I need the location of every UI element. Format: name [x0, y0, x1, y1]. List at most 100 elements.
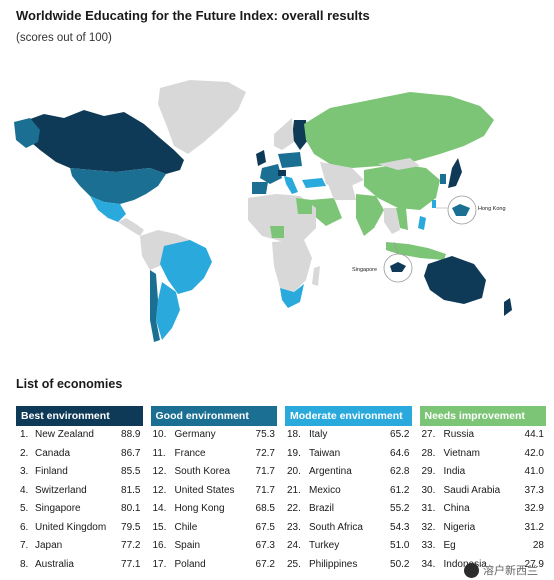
country-cell: Argentina — [309, 466, 352, 477]
map-mexico — [90, 196, 126, 222]
column-body: 18. Italy 65.2 19. Taiwan 64.6 20. Argentina 62.… — [285, 426, 412, 574]
score-cell: 31.2 — [524, 521, 544, 533]
table-row: 34. Indonesia 27.9 — [420, 556, 547, 575]
economies-table: Best environment 1. New Zealand 88.9 2. Cana… — [16, 406, 546, 580]
table-row: 12. United States 71.7 — [151, 482, 278, 501]
score-cell: 41.0 — [524, 466, 544, 477]
country-cell: Hong Kong — [174, 503, 225, 514]
table-row: 2. Canada 86.7 — [16, 445, 143, 464]
country-cell: United States — [174, 484, 235, 496]
rank-cell: 21. — [287, 484, 301, 496]
table-row: 10. Germany 75.3 — [151, 426, 278, 445]
rank-cell: 18. — [287, 429, 301, 440]
country-cell: Brazil — [309, 503, 335, 514]
country-cell: Australia — [35, 558, 74, 570]
rank-cell: 1. — [20, 429, 29, 440]
table-row: 11. France 72.7 — [151, 445, 278, 464]
country-cell: Poland — [174, 558, 206, 570]
singapore-label: Singapore — [352, 267, 377, 273]
map-italy — [284, 176, 298, 194]
table-row: 16. Spain 67.3 — [151, 537, 278, 556]
map-vietnam — [396, 208, 408, 230]
map-china — [364, 164, 440, 210]
country-cell: New Zealand — [35, 429, 94, 440]
column-header: Good environment — [150, 406, 277, 426]
rank-cell: 25. — [287, 558, 301, 570]
rank-cell: 33. — [421, 540, 436, 551]
score-cell: 67.5 — [255, 521, 275, 533]
table-row: 31. China 32.9 — [420, 500, 547, 519]
rank-cell: 12. — [152, 484, 167, 496]
table-row: 18. Italy 65.2 — [285, 426, 412, 445]
map-nigeria — [270, 226, 284, 238]
table-row: 30. Saudi Arabia 37.3 — [420, 482, 547, 501]
table-row: 15. Chile 67.5 — [151, 519, 278, 538]
rank-cell: 24. — [287, 540, 301, 551]
rank-cell: 6. — [20, 521, 29, 533]
wechat-icon — [464, 562, 479, 578]
column-header: Best environment — [16, 406, 143, 426]
country-cell: Finland — [35, 466, 68, 477]
column-body: 27. Russia 44.1 28. Vietnam 42.0 29. India 41.0 3… — [420, 426, 547, 574]
country-cell: Saudi Arabia — [443, 484, 501, 496]
country-cell: Switzerland — [35, 484, 87, 496]
hong-kong-callout: Hong Kong — [436, 195, 506, 225]
country-cell: Italy — [309, 429, 328, 440]
table-row: 4. Switzerland 81.5 — [16, 482, 143, 501]
score-cell: 32.9 — [524, 503, 544, 514]
rank-cell: 17. — [152, 558, 167, 570]
map-spain — [252, 182, 268, 194]
map-central-asia — [320, 162, 364, 188]
rank-cell: 27. — [421, 429, 436, 440]
rank-cell: 7. — [20, 540, 29, 551]
score-cell: 42.0 — [524, 447, 544, 459]
table-row: 27. Russia 44.1 — [420, 426, 547, 445]
score-cell: 55.2 — [390, 503, 410, 514]
column-best-environment: Best environment 1. New Zealand 88.9 2. Cana… — [16, 406, 143, 580]
table-row: 32. Nigeria 31.2 — [420, 519, 547, 538]
score-cell: 77.1 — [121, 558, 141, 570]
rank-cell: 12. — [152, 466, 167, 477]
rank-cell: 14. — [152, 503, 167, 514]
rank-cell: 31. — [421, 503, 436, 514]
map-saudi-arabia — [310, 198, 342, 226]
country-cell: Russia — [443, 429, 475, 440]
score-cell: 28 — [532, 540, 544, 551]
rank-cell: 11. — [152, 447, 166, 459]
map-chile — [150, 270, 160, 342]
table-row: 5. Singapore 80.1 — [16, 500, 143, 519]
score-cell: 37.3 — [524, 484, 544, 496]
score-cell: 71.7 — [255, 466, 275, 477]
rank-cell: 4. — [20, 484, 29, 496]
rank-cell: 5. — [20, 503, 29, 514]
score-cell: 54.3 — [390, 521, 410, 533]
country-cell: India — [443, 466, 466, 477]
rank-cell: 3. — [20, 466, 29, 477]
country-cell: United Kingdom — [35, 521, 107, 533]
column-body: 1. New Zealand 88.9 2. Canada 86.7 3. Finland 85… — [16, 426, 143, 574]
column-header: Needs improvement — [419, 406, 546, 426]
country-cell: South Africa — [309, 521, 363, 533]
rank-cell: 29. — [421, 466, 436, 477]
table-row: 21. Mexico 61.2 — [285, 482, 412, 501]
score-cell: 44.1 — [524, 429, 544, 440]
list-title: List of economies — [16, 377, 123, 391]
country-cell: Eg — [443, 540, 456, 551]
rank-cell: 10. — [152, 429, 167, 440]
map-alaska — [14, 118, 40, 148]
country-cell: Japan — [35, 540, 63, 551]
table-row: 8. Australia 77.1 — [16, 556, 143, 575]
map-russia — [304, 92, 494, 168]
map-taiwan — [432, 200, 436, 208]
map-south-africa — [280, 284, 304, 308]
country-cell: Philippines — [309, 558, 358, 570]
score-cell: 80.1 — [121, 503, 141, 514]
table-row: 3. Finland 85.5 — [16, 463, 143, 482]
country-cell: Canada — [35, 447, 71, 459]
score-cell: 77.2 — [121, 540, 141, 551]
table-row: 17. Poland 67.2 — [151, 556, 278, 575]
table-row: 23. South Africa 54.3 — [285, 519, 412, 538]
table-row: 6. United Kingdom 79.5 — [16, 519, 143, 538]
chart-subtitle: (scores out of 100) — [16, 32, 112, 44]
map-se-asia — [384, 208, 400, 234]
